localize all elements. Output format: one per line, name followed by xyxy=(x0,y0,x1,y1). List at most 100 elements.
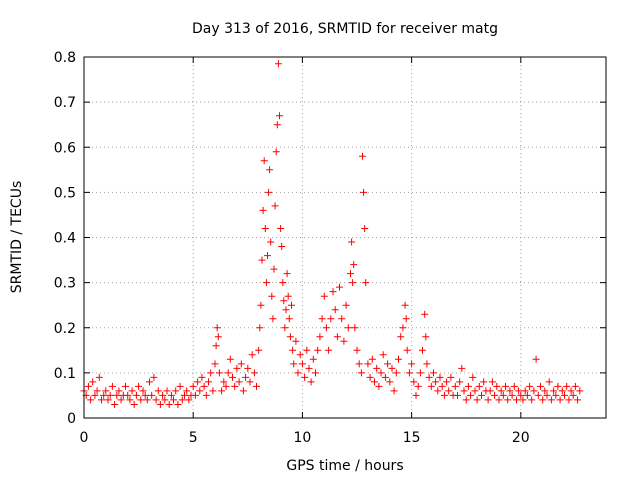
data-point xyxy=(422,333,430,341)
data-point xyxy=(266,166,274,174)
x-tick-label: 10 xyxy=(293,430,311,446)
y-tick-label: 0.8 xyxy=(54,50,76,66)
x-tick-label: 0 xyxy=(80,430,89,446)
data-point xyxy=(261,225,269,232)
data-point xyxy=(196,387,204,395)
data-point xyxy=(340,337,348,345)
data-point xyxy=(342,301,350,309)
data-point xyxy=(267,238,275,246)
data-point xyxy=(212,342,220,350)
data-point xyxy=(388,364,396,372)
data-point xyxy=(165,401,173,408)
data-point xyxy=(331,306,339,314)
data-point xyxy=(176,382,184,390)
data-point xyxy=(258,256,266,264)
data-point xyxy=(316,333,324,341)
data-point xyxy=(502,382,509,390)
data-point xyxy=(265,188,273,196)
data-point xyxy=(84,382,92,390)
data-point xyxy=(390,387,398,395)
data-point xyxy=(571,382,579,390)
data-point xyxy=(292,337,300,345)
data-point xyxy=(554,382,562,390)
data-point xyxy=(141,391,149,399)
data-point xyxy=(402,315,410,323)
data-point xyxy=(513,396,520,404)
data-point xyxy=(373,364,381,372)
y-tick-label: 0.4 xyxy=(54,231,76,247)
data-point xyxy=(523,391,531,399)
data-point xyxy=(357,369,365,377)
data-point xyxy=(113,391,121,399)
data-point xyxy=(296,351,304,359)
y-tick-label: 0.7 xyxy=(54,95,76,111)
y-tick-label: 0.2 xyxy=(54,321,76,337)
data-point xyxy=(181,391,188,399)
data-point xyxy=(269,315,277,323)
y-tick-labels: 0 0.1 0.2 0.3 0.4 0.5 0.6 0.7 0.8 xyxy=(54,50,76,427)
data-point xyxy=(408,360,416,368)
data-point xyxy=(159,391,167,399)
data-point xyxy=(421,310,429,318)
data-point xyxy=(214,333,222,341)
data-point xyxy=(491,391,499,399)
y-tick-label: 0.5 xyxy=(54,185,76,201)
data-point xyxy=(111,401,119,408)
data-point xyxy=(294,369,302,377)
data-point xyxy=(314,346,322,354)
data-point xyxy=(355,360,363,368)
data-point xyxy=(353,346,361,354)
data-point xyxy=(211,360,219,368)
data-point xyxy=(414,382,422,390)
data-point xyxy=(301,373,309,381)
data-point xyxy=(381,373,389,381)
data-point xyxy=(231,382,239,390)
data-point xyxy=(488,378,496,386)
data-point xyxy=(226,355,234,363)
data-point xyxy=(360,188,368,196)
data-point xyxy=(567,387,575,395)
data-point xyxy=(574,396,582,404)
data-point xyxy=(246,378,254,386)
data-point xyxy=(460,387,468,395)
data-point xyxy=(506,387,514,395)
y-tick-label: 0.3 xyxy=(54,276,76,292)
data-point xyxy=(475,382,483,390)
x-axis-label: GPS time / hours xyxy=(286,458,403,474)
data-point xyxy=(430,369,437,377)
data-point xyxy=(256,324,264,332)
data-point xyxy=(563,382,571,390)
data-point xyxy=(117,396,125,404)
data-point xyxy=(443,378,451,386)
data-point xyxy=(115,387,123,395)
data-point xyxy=(305,364,313,372)
data-point xyxy=(218,387,226,395)
data-point xyxy=(139,387,147,395)
data-point xyxy=(333,333,341,341)
data-point xyxy=(484,396,492,404)
data-point xyxy=(150,373,158,381)
data-point xyxy=(229,373,236,381)
data-point xyxy=(556,396,564,404)
data-point xyxy=(200,382,208,390)
data-point xyxy=(539,396,547,404)
data-point xyxy=(237,360,245,368)
data-point xyxy=(329,288,337,296)
data-point xyxy=(152,396,160,404)
data-point xyxy=(259,206,267,214)
data-point xyxy=(438,382,446,390)
data-point xyxy=(282,306,290,314)
data-point xyxy=(499,391,507,399)
data-point xyxy=(163,387,171,395)
data-point xyxy=(132,391,140,399)
data-point xyxy=(154,387,162,395)
data-point xyxy=(375,382,383,390)
data-point xyxy=(467,391,475,399)
data-point xyxy=(364,360,372,368)
data-point xyxy=(167,391,175,399)
data-point xyxy=(270,265,278,273)
data-point xyxy=(307,378,315,386)
data-point xyxy=(325,346,333,354)
data-point xyxy=(253,382,260,390)
data-point xyxy=(371,378,378,386)
